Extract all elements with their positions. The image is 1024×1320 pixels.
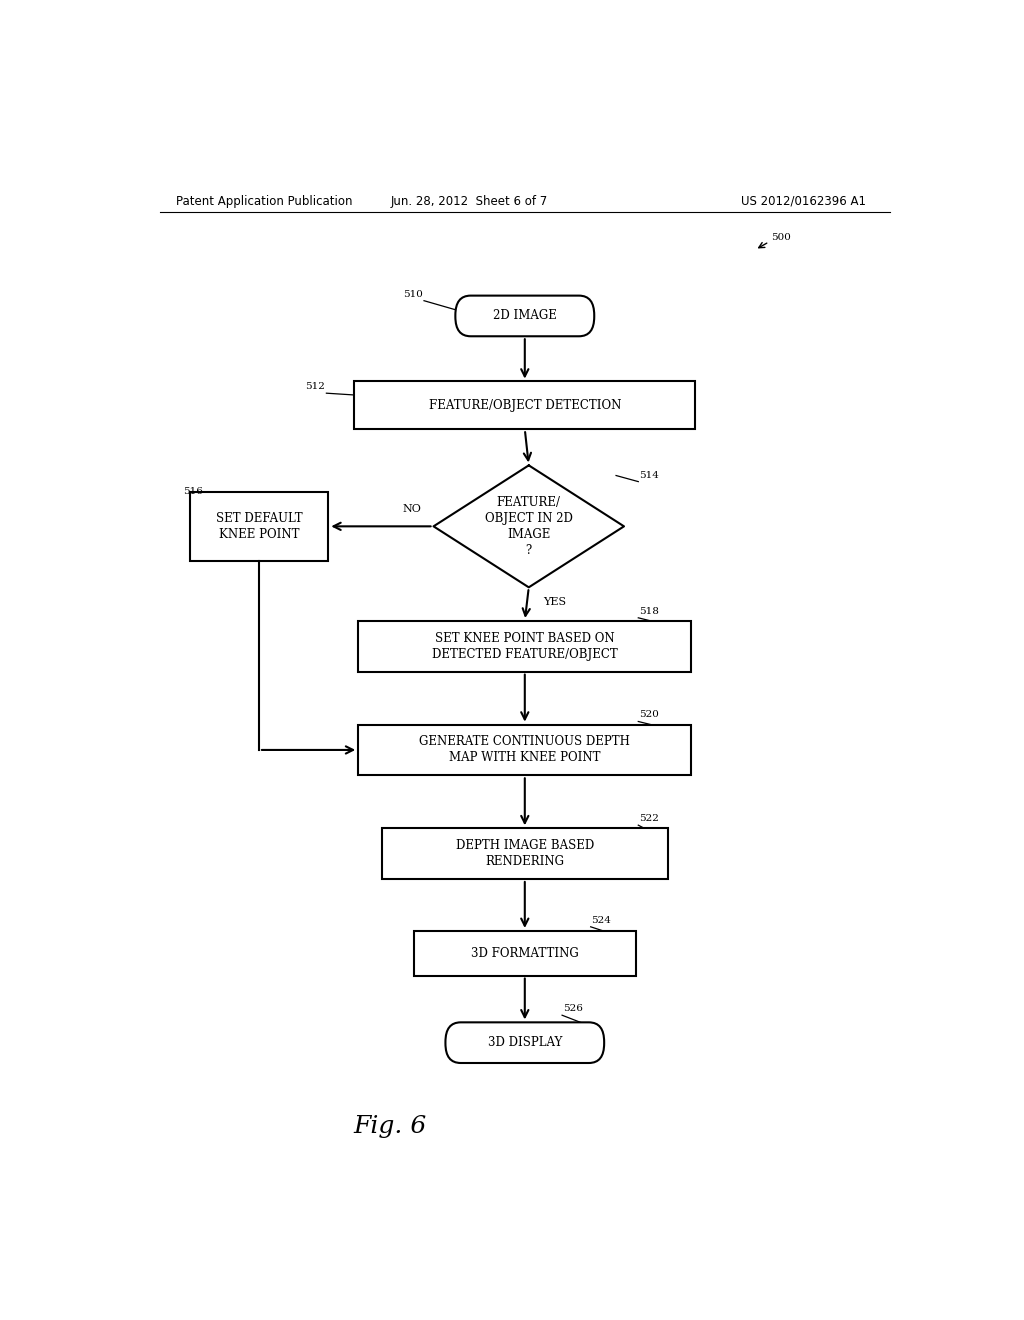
Text: SET DEFAULT
KNEE POINT: SET DEFAULT KNEE POINT [216,512,302,541]
Text: US 2012/0162396 A1: US 2012/0162396 A1 [741,194,866,207]
Bar [189,492,329,561]
Text: 500: 500 [771,232,791,242]
Text: 520: 520 [639,710,659,719]
FancyBboxPatch shape [445,1022,604,1063]
Text: Patent Application Publication: Patent Application Publication [176,194,352,207]
Text: 518: 518 [639,607,659,615]
Text: 524: 524 [592,916,611,925]
Bar [382,828,668,879]
Text: 2D IMAGE: 2D IMAGE [493,309,557,322]
Bar [354,381,695,429]
Text: Fig. 6: Fig. 6 [353,1114,427,1138]
Text: SET KNEE POINT BASED ON
DETECTED FEATURE/OBJECT: SET KNEE POINT BASED ON DETECTED FEATURE… [432,632,617,661]
Bar [358,620,691,672]
Text: Jun. 28, 2012  Sheet 6 of 7: Jun. 28, 2012 Sheet 6 of 7 [390,194,548,207]
Text: FEATURE/
OBJECT IN 2D
IMAGE
?: FEATURE/ OBJECT IN 2D IMAGE ? [484,496,572,557]
Text: 514: 514 [639,471,659,479]
Text: GENERATE CONTINUOUS DEPTH
MAP WITH KNEE POINT: GENERATE CONTINUOUS DEPTH MAP WITH KNEE … [420,735,630,764]
Bar [358,725,691,775]
Text: FEATURE/OBJECT DETECTION: FEATURE/OBJECT DETECTION [429,399,621,412]
Polygon shape [433,466,624,587]
Text: 3D FORMATTING: 3D FORMATTING [471,946,579,960]
Text: 510: 510 [403,289,423,298]
FancyBboxPatch shape [456,296,594,337]
Text: 522: 522 [639,814,659,824]
Text: 526: 526 [563,1005,583,1014]
Text: YES: YES [543,598,566,607]
Text: NO: NO [402,504,422,515]
Text: DEPTH IMAGE BASED
RENDERING: DEPTH IMAGE BASED RENDERING [456,840,594,869]
Text: 516: 516 [183,487,204,496]
Bar [414,931,636,975]
Text: 3D DISPLAY: 3D DISPLAY [487,1036,562,1049]
Text: 512: 512 [305,383,325,391]
